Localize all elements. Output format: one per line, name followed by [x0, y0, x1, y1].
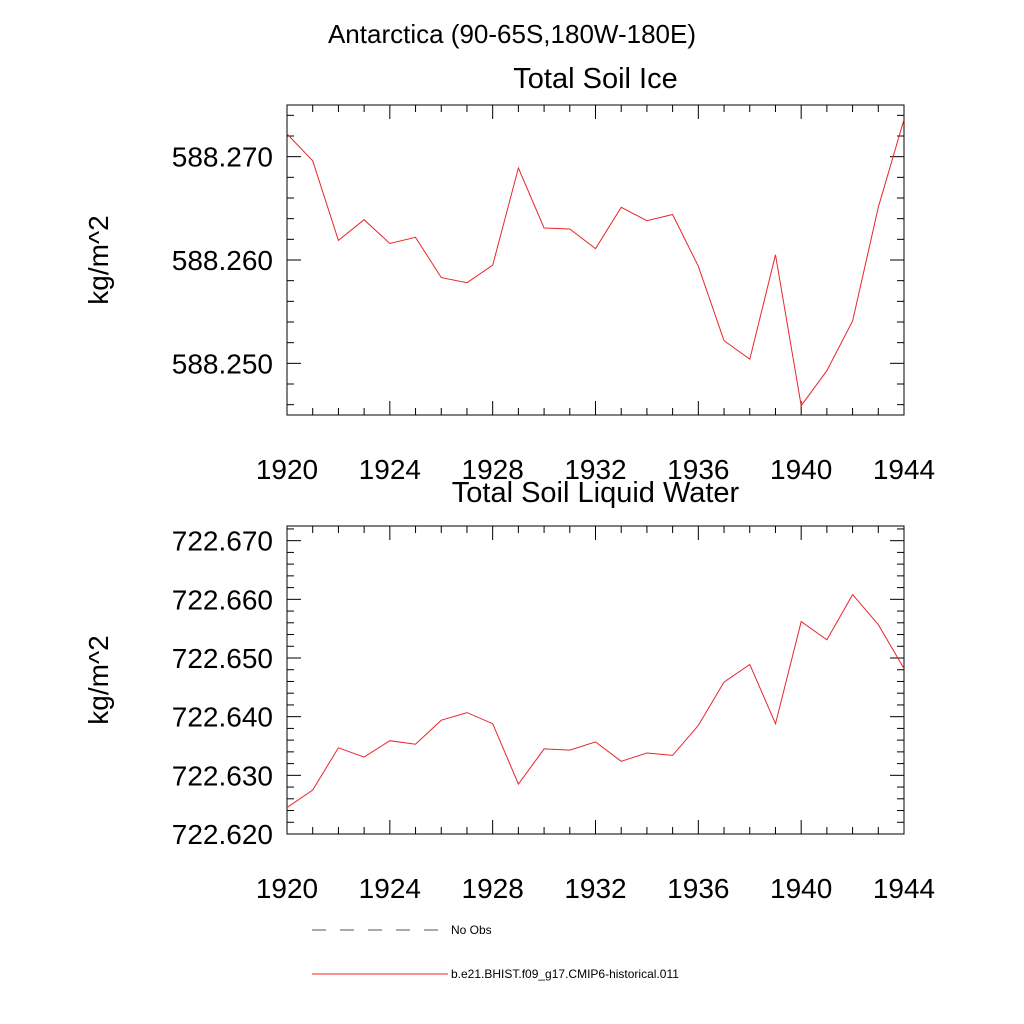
legend-label-no-obs: No Obs: [451, 923, 492, 937]
y-tick-label: 722.670: [172, 526, 273, 557]
x-tick-label: 1928: [462, 454, 524, 485]
y-tick-label: 588.250: [172, 348, 273, 379]
y-tick-label: 722.630: [172, 760, 273, 791]
legend-label-model: b.e21.BHIST.f09_g17.CMIP6-historical.011: [451, 967, 679, 981]
x-tick-label: 1932: [564, 454, 626, 485]
x-tick-label: 1936: [667, 873, 729, 904]
x-tick-label: 1924: [359, 873, 421, 904]
x-tick-label: 1932: [564, 873, 626, 904]
y-tick-label: 588.270: [172, 142, 273, 173]
panel-title: Total Soil Liquid Water: [452, 477, 740, 509]
legend: No Obs b.e21.BHIST.f09_g17.CMIP6-histori…: [312, 923, 679, 981]
x-tick-label: 1920: [256, 454, 318, 485]
x-tick-label: 1944: [873, 454, 935, 485]
panel-title: Total Soil Ice: [513, 63, 677, 95]
panel-soil-ice: Total Soil Ice kg/m^2 1920 1924 1928 1932 1936…: [83, 63, 935, 485]
x-tick-label: 1944: [873, 873, 935, 904]
x-tick-label: 1924: [359, 454, 421, 485]
y-tick-label: 722.640: [172, 702, 273, 733]
figure-title: Antarctica (90-65S,180W-180E): [328, 19, 696, 49]
x-tick-label: 1936: [667, 454, 729, 485]
y-axis-label: kg/m^2: [83, 215, 114, 304]
y-tick-label: 722.660: [172, 584, 273, 615]
x-tick-label: 1920: [256, 873, 318, 904]
y-tick-label: 722.650: [172, 643, 273, 674]
series-line: [286, 593, 905, 809]
plot-frame: [286, 525, 905, 835]
x-tick-label: 1940: [770, 454, 832, 485]
x-tick-label: 1940: [770, 873, 832, 904]
x-tick-label: 1928: [462, 873, 524, 904]
series-line: [286, 119, 905, 407]
y-tick-label: 588.260: [172, 245, 273, 276]
plot-frame: [286, 104, 905, 416]
y-tick-label: 722.620: [172, 819, 273, 850]
panel-soil-liquid-water: Total Soil Liquid Water kg/m^2 1920 1924 192…: [83, 477, 935, 904]
y-axis-label: kg/m^2: [83, 635, 114, 724]
